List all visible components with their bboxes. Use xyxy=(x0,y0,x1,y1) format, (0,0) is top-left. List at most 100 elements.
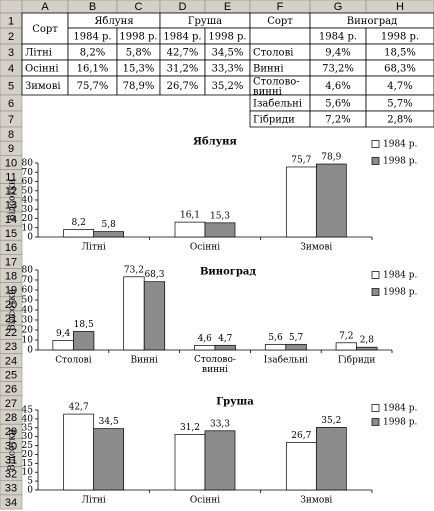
cell-text: 26,7% xyxy=(167,81,199,92)
column-header-label: B xyxy=(89,1,96,13)
cell-text: Сорт xyxy=(267,16,293,27)
y-tick-label: 80 xyxy=(22,266,34,276)
data-label: 5,7 xyxy=(289,333,304,343)
cell-text: 18,5% xyxy=(384,48,416,59)
bar xyxy=(315,427,347,491)
y-axis-title: Відсотки xyxy=(8,429,18,471)
bar xyxy=(63,229,95,238)
row-header-label: 20 xyxy=(5,299,17,311)
cell-text: 7,2% xyxy=(325,115,350,126)
y-tick-label: 10 xyxy=(22,468,34,478)
bar xyxy=(143,281,166,351)
cell-text: 31,2% xyxy=(167,64,199,75)
y-tick-label: 35 xyxy=(22,423,34,433)
bar xyxy=(174,434,206,491)
data-label: 42,7 xyxy=(69,403,89,413)
data-label: 75,7 xyxy=(291,155,311,165)
legend-label: 1998 р. xyxy=(383,418,418,428)
row-header-label: 33 xyxy=(5,483,17,495)
y-axis-title: Відсотки xyxy=(8,179,18,221)
legend-swatch xyxy=(371,404,380,412)
row-header-label: 31 xyxy=(5,454,17,466)
table-cell xyxy=(249,27,311,45)
data-label: 73,2 xyxy=(124,265,144,275)
y-tick-label: 30 xyxy=(22,316,34,326)
cell-text: 1998 р. xyxy=(381,32,419,43)
cell-text: 5,7% xyxy=(387,99,412,110)
data-label: 4,7 xyxy=(218,334,233,344)
legend-swatch xyxy=(371,288,380,296)
row-header-label: 29 xyxy=(5,426,17,438)
cell-text: 8,2% xyxy=(80,48,105,59)
y-tick-label: 40 xyxy=(22,306,34,316)
bar xyxy=(174,221,206,238)
legend-swatch xyxy=(371,418,380,426)
data-label: 15,3 xyxy=(210,211,230,221)
data-label: 26,7 xyxy=(291,431,311,441)
bar xyxy=(285,166,317,238)
y-tick-label: 60 xyxy=(22,286,34,296)
data-label: 2,8 xyxy=(360,336,375,346)
y-tick-label: 0 xyxy=(27,346,33,356)
bar xyxy=(93,428,125,491)
y-tick-label: 5 xyxy=(27,477,33,487)
bar xyxy=(335,342,357,351)
x-tick-label: Зимові xyxy=(300,243,332,253)
table-cell xyxy=(365,110,434,128)
row-header-label: 27 xyxy=(5,398,17,410)
data-label: 68,3 xyxy=(144,270,164,280)
y-tick-label: 40 xyxy=(22,414,34,424)
y-tick-label: 20 xyxy=(22,450,34,460)
column-header-label: A xyxy=(41,1,49,13)
row-header-label: 1 xyxy=(8,15,14,27)
bar xyxy=(204,430,236,491)
cell-text: Гібриди xyxy=(253,115,295,126)
bar xyxy=(214,344,236,351)
x-tick-label: Столові xyxy=(55,356,91,366)
row-header-label: 13 xyxy=(5,200,17,212)
data-label: 34,5 xyxy=(99,417,119,427)
cell-text: 1998 р. xyxy=(208,32,246,43)
row-header-label: 18 xyxy=(5,270,17,282)
row-header-label: 22 xyxy=(5,327,17,339)
row-header-label: 4 xyxy=(8,63,14,75)
y-tick-label: 40 xyxy=(22,196,34,206)
y-axis-title: Відсотки xyxy=(8,289,18,331)
x-tick-label: Винні xyxy=(130,356,158,366)
bar xyxy=(204,222,236,238)
cell-text: 2,8% xyxy=(387,115,412,126)
cell-text: Сорт xyxy=(32,24,58,35)
row-header-label: 8 xyxy=(8,129,14,141)
y-tick-label: 30 xyxy=(22,432,34,442)
cell-text: Винні xyxy=(253,64,284,75)
legend-label: 1998 р. xyxy=(383,288,418,298)
legend-label: 1984 р. xyxy=(383,404,418,414)
cell-text: 35,2% xyxy=(212,81,244,92)
data-label: 4,6 xyxy=(198,334,213,344)
row-header-label: 21 xyxy=(5,313,17,325)
cell-text: 78,9% xyxy=(123,81,155,92)
bar xyxy=(315,163,347,238)
chart-title: Груша xyxy=(216,397,254,408)
y-tick-label: 20 xyxy=(22,214,34,224)
legend-swatch xyxy=(371,157,380,165)
y-tick-label: 30 xyxy=(22,205,34,215)
y-tick-label: 0 xyxy=(27,486,33,496)
cell-text: Груша xyxy=(188,16,222,27)
data-label: 5,6 xyxy=(268,333,283,343)
x-tick-label: Літні xyxy=(82,243,106,253)
row-header-label: 23 xyxy=(5,341,17,353)
cell-text: Зимові xyxy=(25,81,61,92)
column-header-label: E xyxy=(224,1,231,13)
data-label: 35,2 xyxy=(321,416,341,426)
bar xyxy=(93,231,125,238)
bar xyxy=(73,331,95,351)
bar xyxy=(356,346,378,351)
column-header-label: C xyxy=(135,1,143,13)
column-header-label: D xyxy=(179,1,187,13)
cell-text: 4,7% xyxy=(387,81,412,92)
data-label: 5,8 xyxy=(102,220,117,230)
row-header-label: 24 xyxy=(5,355,17,367)
column-header-label: F xyxy=(277,1,284,13)
cell-text: 75,7% xyxy=(77,81,109,92)
